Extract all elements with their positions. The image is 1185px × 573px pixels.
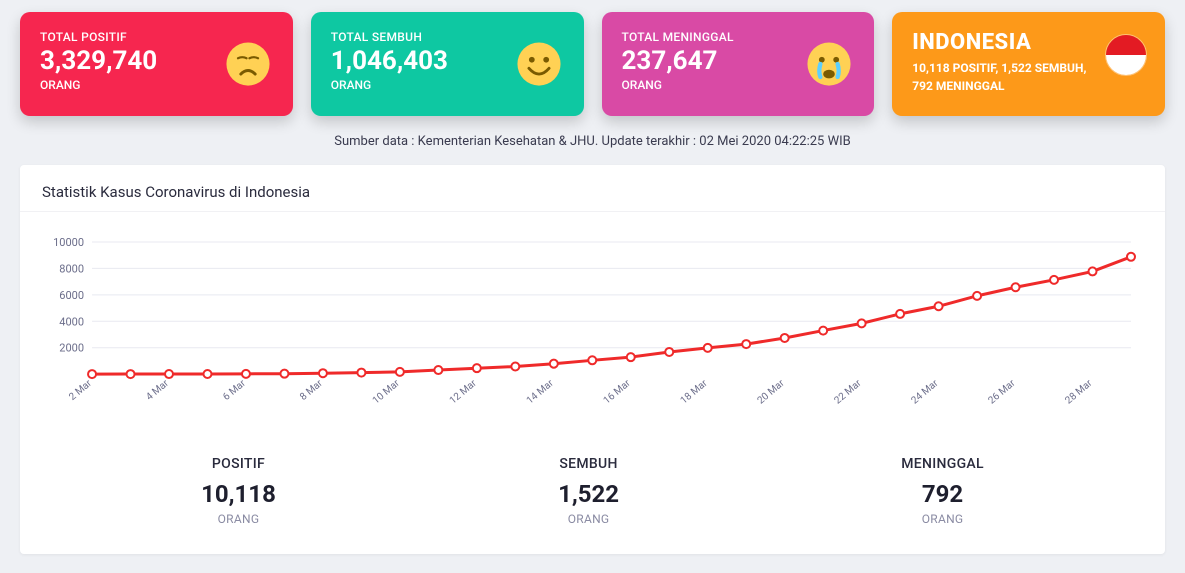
- chart-panel: Statistik Kasus Coronavirus di Indonesia…: [20, 165, 1165, 554]
- svg-text:2000: 2000: [59, 342, 84, 355]
- summary-row: POSITIF 10,118 ORANG SEMBUH 1,522 ORANG …: [20, 456, 1165, 526]
- sad-face-icon: [225, 41, 271, 87]
- svg-text:20 Mar: 20 Mar: [756, 378, 788, 407]
- smile-face-icon: [516, 41, 562, 87]
- svg-text:28 Mar: 28 Mar: [1063, 378, 1095, 407]
- data-source-text: Sumber data : Kementerian Kesehatan & JH…: [20, 134, 1165, 149]
- svg-text:8000: 8000: [59, 262, 84, 275]
- summary-label: SEMBUH: [558, 456, 619, 472]
- svg-text:12 Mar: 12 Mar: [448, 378, 480, 407]
- line-chart: 2000 4000 6000 8000 10000 2 Mar 4 Mar 6 Mar 8 Ma…: [42, 234, 1143, 424]
- summary-positif: POSITIF 10,118 ORANG: [201, 456, 276, 526]
- svg-text:10 Mar: 10 Mar: [371, 378, 403, 407]
- panel-title: Statistik Kasus Coronavirus di Indonesia: [20, 165, 1165, 212]
- svg-text:14 Mar: 14 Mar: [525, 378, 557, 407]
- card-sembuh: TOTAL SEMBUH 1,046,403 ORANG: [311, 12, 584, 116]
- summary-sembuh: SEMBUH 1,522 ORANG: [558, 456, 619, 526]
- country-subtitle: 10,118 POSITIF, 1,522 SEMBUH, 792 MENING…: [912, 59, 1092, 95]
- summary-cards: TOTAL POSITIF 3,329,740 ORANG TOTAL SEMB…: [20, 12, 1165, 116]
- summary-label: MENINGGAL: [901, 456, 984, 472]
- svg-text:26 Mar: 26 Mar: [986, 378, 1018, 407]
- svg-text:4000: 4000: [59, 315, 84, 328]
- card-indonesia: INDONESIA 10,118 POSITIF, 1,522 SEMBUH, …: [892, 12, 1165, 116]
- summary-value: 10,118: [201, 480, 276, 508]
- svg-text:22 Mar: 22 Mar: [833, 378, 865, 407]
- svg-text:24 Mar: 24 Mar: [909, 378, 941, 407]
- svg-text:18 Mar: 18 Mar: [679, 378, 711, 407]
- summary-unit: ORANG: [201, 512, 276, 526]
- summary-value: 792: [901, 480, 984, 508]
- svg-text:6 Mar: 6 Mar: [221, 378, 248, 403]
- summary-meninggal: MENINGGAL 792 ORANG: [901, 456, 984, 526]
- cry-face-icon: [806, 41, 852, 87]
- svg-text:10000: 10000: [53, 236, 84, 249]
- svg-text:8 Mar: 8 Mar: [298, 378, 325, 403]
- svg-text:4 Mar: 4 Mar: [144, 378, 171, 403]
- summary-label: POSITIF: [201, 456, 276, 472]
- summary-unit: ORANG: [901, 512, 984, 526]
- svg-text:16 Mar: 16 Mar: [602, 378, 634, 407]
- svg-text:6000: 6000: [59, 289, 84, 302]
- card-meninggal: TOTAL MENINGGAL 237,647 ORANG: [602, 12, 875, 116]
- svg-text:2 Mar: 2 Mar: [67, 378, 94, 403]
- indonesia-flag-icon: [1105, 34, 1147, 76]
- chart-container: 2000 4000 6000 8000 10000 2 Mar 4 Mar 6 Mar 8 Ma…: [20, 212, 1165, 432]
- summary-unit: ORANG: [558, 512, 619, 526]
- summary-value: 1,522: [558, 480, 619, 508]
- card-positif: TOTAL POSITIF 3,329,740 ORANG: [20, 12, 293, 116]
